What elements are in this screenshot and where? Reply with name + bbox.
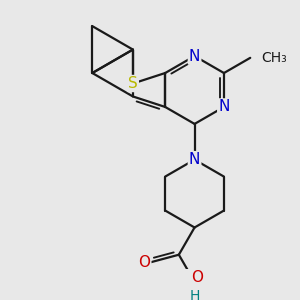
Text: O: O [191,270,203,285]
Text: N: N [189,49,200,64]
Text: S: S [128,76,138,91]
Text: N: N [218,100,230,115]
Text: O: O [138,255,150,270]
Text: H: H [190,289,200,300]
Text: CH₃: CH₃ [261,51,287,65]
Text: N: N [189,152,200,167]
